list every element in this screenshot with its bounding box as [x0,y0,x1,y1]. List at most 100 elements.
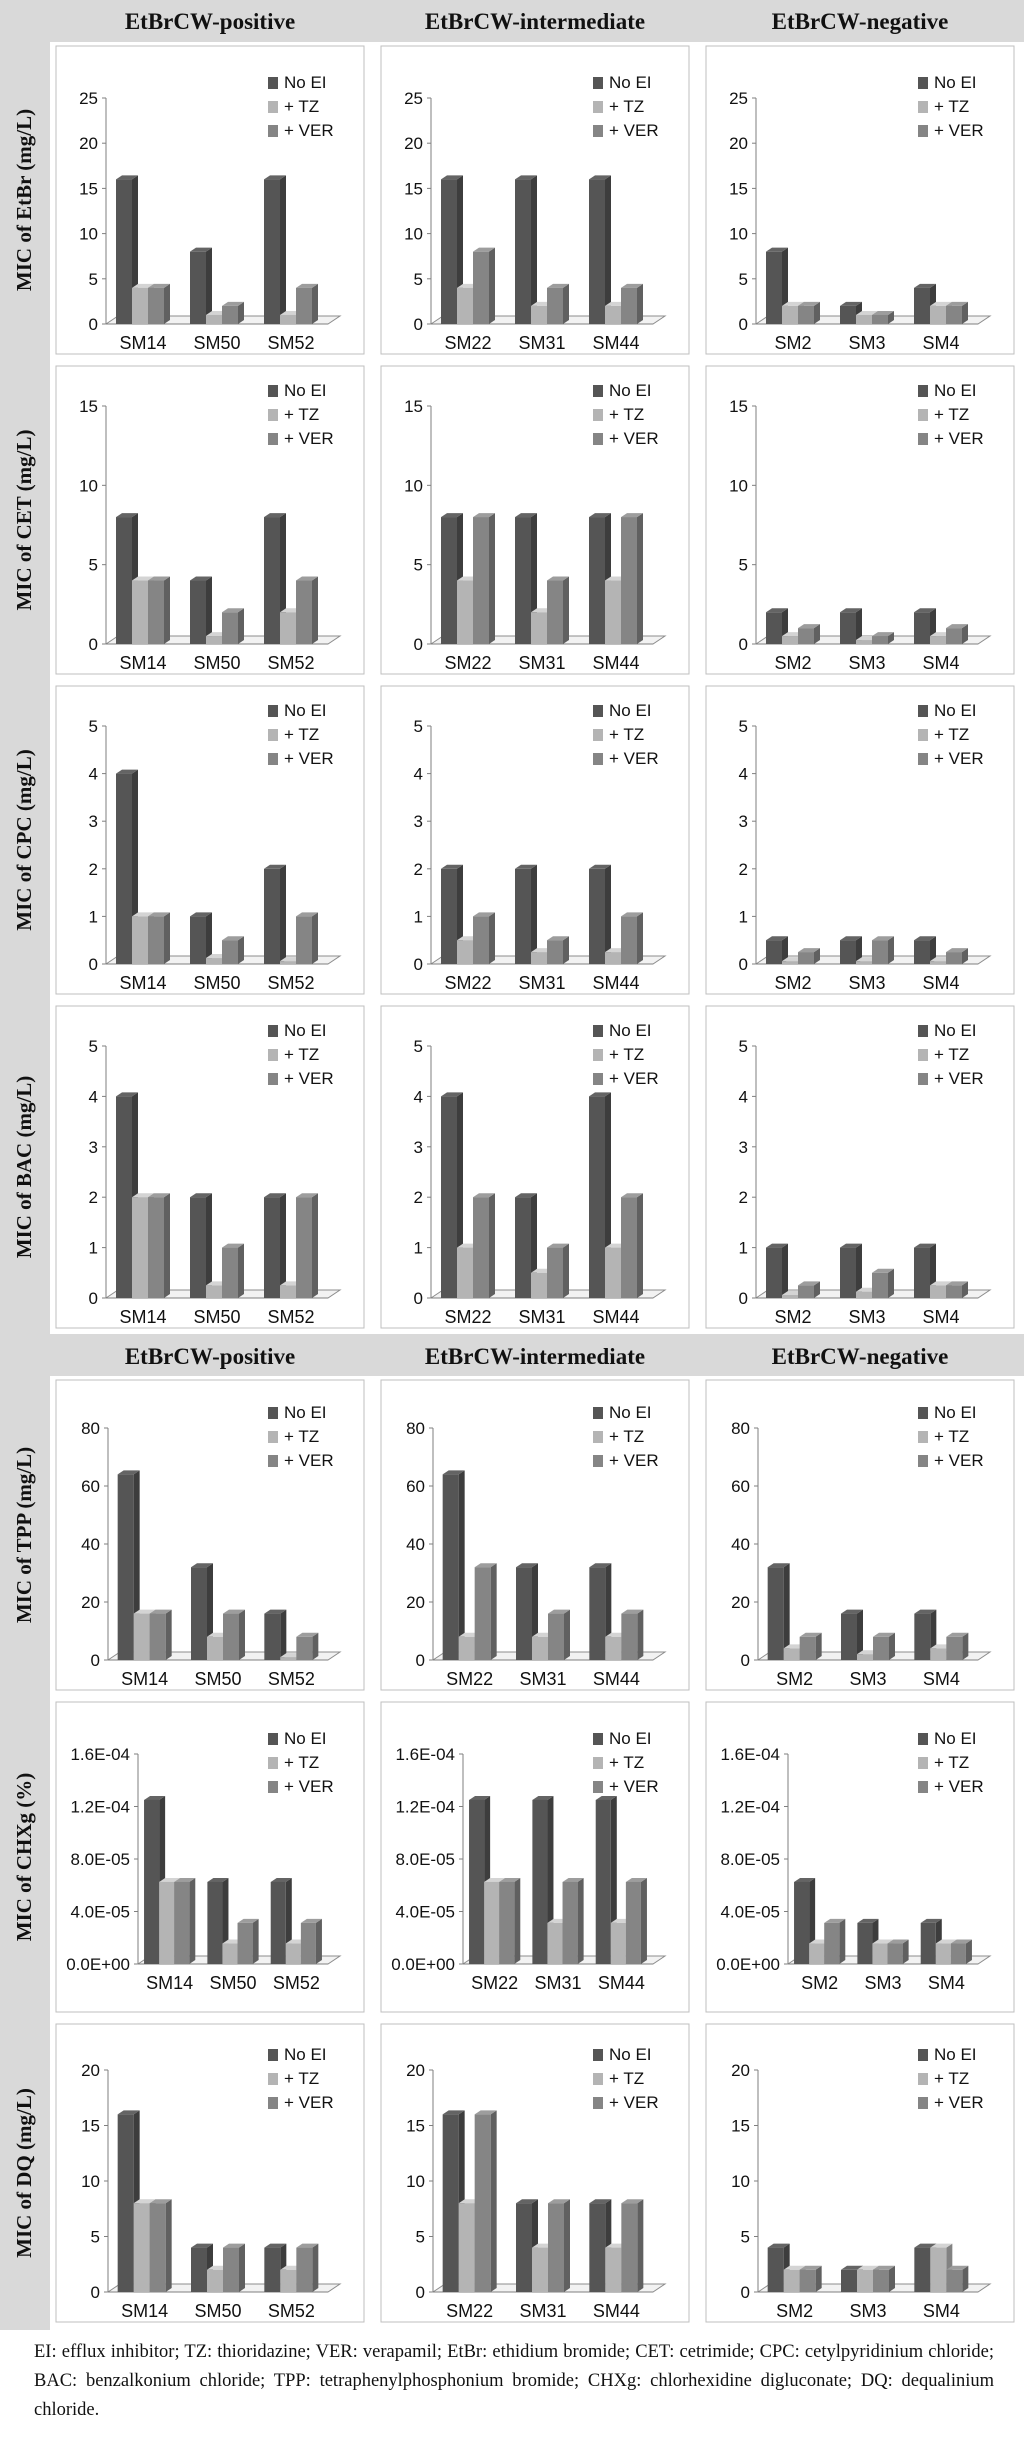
bar-top [159,1877,181,1882]
bar-top [264,513,286,518]
y-tick-label: 40 [81,1535,100,1554]
legend-swatch [918,1455,928,1467]
bar-front [950,1943,966,1964]
bar-front [799,1636,816,1660]
bar-side [564,2199,570,2292]
legend-swatch [918,77,928,89]
bar-front [809,1943,825,1964]
bar [474,2110,497,2292]
x-tick-label: SM14 [121,2301,168,2321]
bar-top [116,1092,138,1097]
x-tick-label: SM3 [848,333,885,353]
bar [872,936,894,964]
bar-front [547,1247,563,1298]
y-tick-label: 4 [414,1087,423,1106]
bar-front [149,2203,166,2292]
legend-label: + TZ [609,725,644,744]
bar-top [148,283,170,288]
legend-label: + VER [284,121,334,140]
x-tick-label: SM2 [774,333,811,353]
bar-front [441,1096,457,1298]
bar [621,912,643,964]
bar-front [457,580,473,644]
bar-top [767,2243,790,2248]
bar-side [531,175,537,324]
legend-label: No EI [934,2045,977,2064]
bar-top [589,864,611,869]
chart-panel: 0 20 40 60 80 SM22 SM31 SM44 No EI + TZ + VER [380,1379,690,1691]
chart-panel: 0 5 10 15 20 25 SM2 SM3 SM4 No EI + TZ + VER [705,45,1015,355]
y-tick-label: 3 [414,1138,423,1157]
chart-panel: 0 1 2 3 4 5 SM2 SM3 SM4 No EI + TZ + VER [705,1005,1015,1329]
bar-top [474,2110,497,2115]
bar [473,513,495,644]
bar-top [798,624,820,629]
legend-swatch [593,409,603,421]
y-tick-label: 3 [414,812,423,831]
y-tick-label: 10 [731,2172,750,2191]
legend-label: No EI [609,2045,652,2064]
x-tick-label: SM50 [193,333,240,353]
bar-front [783,2269,800,2292]
bar-top [132,912,154,917]
bar-top [799,1632,822,1637]
bar-front [206,1285,222,1298]
legend-label: + TZ [284,2069,319,2088]
bar-side [312,1632,319,1660]
legend-label: + TZ [934,2069,969,2088]
y-tick-label: 5 [414,270,423,289]
bar-front [605,952,621,964]
legend-swatch [268,2049,278,2061]
legend-label: + TZ [284,1045,319,1064]
y-tick-label: 4 [89,1087,98,1106]
bar-top [223,2243,245,2248]
legend-label: + VER [284,2093,334,2112]
bar [300,1918,322,1964]
bar-top [621,2199,644,2204]
bar-front [442,1474,459,1660]
legend-swatch [918,753,928,765]
bar-side [164,912,170,964]
bar [223,2243,245,2292]
legend-swatch [918,1431,928,1443]
bar [547,576,569,644]
bar-side [531,864,537,964]
bar-top [930,301,952,306]
y-tick-label: 8.0E-05 [720,1850,780,1869]
x-tick-label: SM2 [776,1669,813,1689]
x-tick-label: SM4 [923,2301,960,2321]
bar [799,2265,822,2292]
legend-swatch [918,1733,928,1745]
bar-front [856,314,872,324]
bar-front [300,1922,316,1964]
x-tick-label: SM14 [119,333,166,353]
bar-front [190,916,206,964]
y-tick-label: 15 [731,2117,750,2136]
bar-top [589,175,611,180]
y-tick-label: 8.0E-05 [395,1850,455,1869]
bar-front [840,305,856,324]
bar-top [223,1609,245,1614]
bar-front [798,305,814,324]
bar-front [625,1881,641,1964]
bar-front [159,1881,175,1964]
bar-front [857,1654,873,1660]
bar-front [190,580,206,644]
bar [946,301,968,324]
bar [547,283,569,324]
bar [799,1632,822,1660]
bar-front [458,2203,475,2292]
bar-front [856,640,872,644]
x-tick-label: SM22 [444,653,491,673]
y-tick-label: 10 [81,2172,100,2191]
bar-top [794,1877,816,1882]
bar-front [473,517,489,644]
bar-side [962,2265,969,2292]
bar-top [589,513,611,518]
y-tick-label: 0 [739,955,748,974]
bar [473,912,495,964]
y-axis-label: MIC of CHXg (%) [12,1773,36,1942]
bar [223,1609,245,1660]
legend-label: + TZ [609,1427,644,1446]
legend-label: No EI [934,1403,977,1422]
